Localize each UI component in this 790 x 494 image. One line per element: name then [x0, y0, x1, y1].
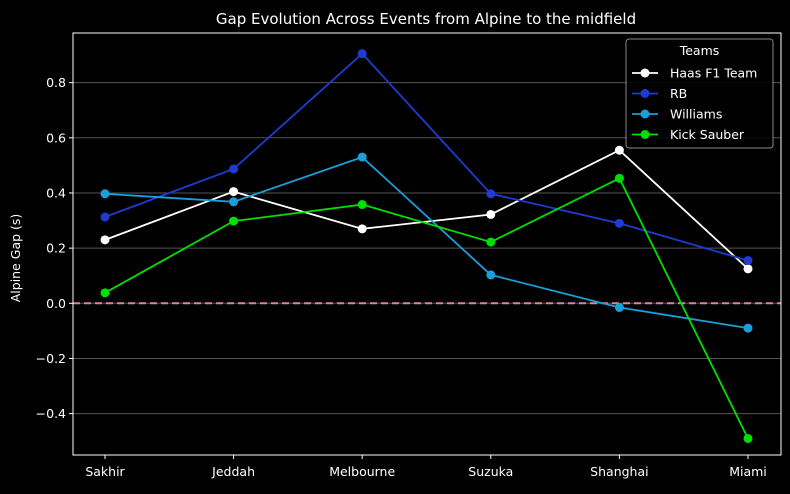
data-point-williams — [614, 302, 624, 312]
data-point-haas-f1-team — [743, 264, 753, 274]
data-point-williams — [100, 189, 110, 199]
y-tick-label: 0.6 — [46, 130, 66, 145]
x-tick-label: Suzuka — [468, 464, 513, 479]
x-tick-label: Sakhir — [85, 464, 125, 479]
series-line-kick-sauber — [104, 177, 749, 439]
legend-entries: Haas F1 Team RB Williams Kick Sauber — [632, 66, 757, 142]
data-point-williams — [743, 323, 753, 333]
data-point-kick-sauber — [486, 237, 496, 247]
y-tick-label: 0.0 — [46, 296, 66, 311]
y-tick-label: −0.4 — [36, 406, 66, 421]
y-tick-label: 0.2 — [46, 241, 66, 256]
data-point-haas-f1-team — [357, 224, 367, 234]
data-point-kick-sauber — [614, 173, 624, 183]
data-point-haas-f1-team — [486, 209, 496, 219]
legend-label-williams: Williams — [670, 107, 722, 122]
x-tick-label: Jeddah — [211, 464, 255, 479]
legend-marker-williams — [640, 109, 650, 119]
data-point-haas-f1-team — [229, 187, 239, 197]
y-tick-label: −0.2 — [36, 351, 66, 366]
legend-box — [625, 38, 774, 149]
x-tick-label: Miami — [729, 464, 767, 479]
x-tick-label: Shanghai — [590, 464, 648, 479]
y-axis-label: Alpine Gap (s) — [8, 214, 23, 303]
legend-label-haas-f1-team: Haas F1 Team — [670, 66, 757, 81]
series-line-haas-f1-team — [104, 149, 749, 270]
data-point-kick-sauber — [100, 288, 110, 298]
x-tick-label: Melbourne — [329, 464, 395, 479]
data-point-kick-sauber — [357, 200, 367, 210]
plot-frame — [72, 32, 782, 456]
legend-label-kick-sauber: Kick Sauber — [670, 127, 745, 142]
y-tick-label: 0.8 — [46, 75, 66, 90]
data-point-kick-sauber — [229, 216, 239, 226]
series-line-rb — [104, 52, 749, 262]
legend-marker-haas-f1-team — [640, 68, 650, 78]
data-point-williams — [357, 152, 367, 162]
data-point-williams — [486, 270, 496, 280]
data-point-rb — [743, 256, 753, 266]
data-point-rb — [486, 189, 496, 199]
data-point-haas-f1-team — [614, 145, 624, 155]
series-line-williams — [104, 156, 749, 330]
data-point-williams — [229, 197, 239, 207]
legend: Teams Haas F1 Team RB Williams Kick Sauber — [625, 38, 774, 149]
y-tick-label: 0.4 — [46, 185, 66, 200]
data-point-rb — [229, 164, 239, 174]
data-point-kick-sauber — [743, 433, 753, 443]
legend-title: Teams — [679, 43, 720, 58]
data-point-rb — [614, 218, 624, 228]
legend-marker-kick-sauber — [640, 130, 650, 139]
legend-marker-rb — [640, 89, 650, 98]
chart-title: Gap Evolution Across Events from Alpine … — [216, 10, 636, 28]
data-point-haas-f1-team — [100, 235, 110, 245]
legend-label-rb: RB — [670, 86, 687, 101]
data-point-rb — [100, 212, 110, 222]
data-point-rb — [357, 49, 367, 59]
